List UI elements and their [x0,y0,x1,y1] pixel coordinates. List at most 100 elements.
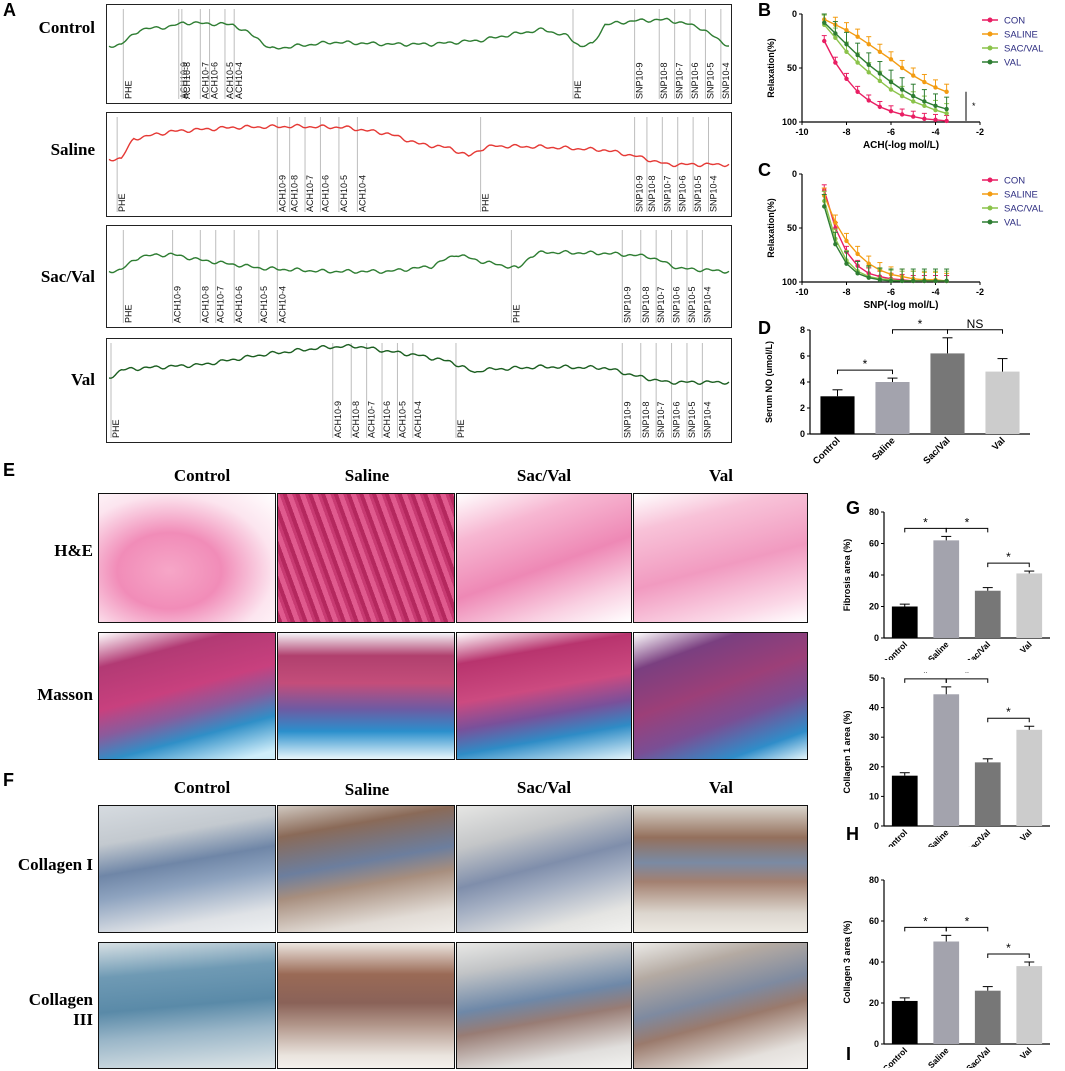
trace-line [108,17,730,50]
marker-label: SNP10-4 [709,175,719,212]
bar-val [1016,966,1043,1044]
legend-label: VAL [1004,58,1021,69]
chart-h: 0 10 20 30 40 50 Collagen 1 area (%) Control Sal… [842,672,1050,847]
legend-label: CON [1004,16,1025,27]
panel-letter-a: A [3,0,16,20]
significance-bracket [945,678,989,683]
bar-sacval [974,590,1001,638]
chart-c: 0 50 100-10 -8 -6 -4 -2 SNP(-log mol/L) Relaxati… [766,169,1043,310]
significance-mark: * [1006,941,1011,955]
significance-bracket [945,527,989,533]
significance-mark: * [923,515,928,529]
marker-label: ACH10-7 [200,62,210,99]
bar-saline [933,540,960,638]
bar-saline [875,382,910,434]
f-row-collagen-iii: Collagen III [28,990,93,1029]
marker-label: SNP10-6 [690,62,700,99]
col1-sacval-image [456,805,632,933]
legend-marker [987,59,993,65]
y-tick-label: 60 [869,539,879,549]
marker-label: PHE [573,80,583,99]
x-tick-label: Sac/Val [964,639,992,660]
x-tick-label: -6 [887,287,895,297]
marker-label: SNP10-9 [622,401,632,438]
marker-label: SNP10-5 [705,62,715,99]
significance-mark: * [863,357,868,371]
x-tick-label: Control [881,639,909,660]
marker-label: ACH10-4 [234,62,244,99]
y-tick-label: 6 [800,351,805,361]
y-tick-label: 20 [869,602,879,612]
significance-mark: * [965,672,970,680]
marker-label: ACH10-9 [333,401,343,438]
marker-label: ACH10-5 [225,62,235,99]
bar-sacval [930,353,965,434]
marker-label: PHE [123,304,133,323]
data-point [944,106,949,112]
trace-saline: PHE ACH10-9 ACH10-8 ACH10-7 ACH10-6 ACH10-5 AC… [106,112,732,217]
x-tick-label: -2 [976,287,984,297]
y-tick-label: 50 [787,63,797,73]
marker-label: SNP10-6 [672,401,682,438]
y-tick-label: 60 [869,916,879,926]
y-tick-label: 0 [792,9,797,19]
legend-label: SALINE [1004,30,1038,41]
legend-label: VAL [1004,218,1021,229]
he-sacval-image [456,493,632,623]
x-tick-label: Saline [926,639,951,660]
significance-bracket [987,562,1030,568]
y-axis-label: Fibrosis area (%) [842,539,852,612]
y-tick-label: 10 [869,791,879,801]
y-tick-label: 50 [869,673,879,683]
marker-label: SNP10-4 [702,286,712,323]
marker-label: SNP10-5 [687,286,697,323]
trace-sacval: PHE ACH10-9 ACH10-8 ACH10-7 ACH10-6 ACH10-5 AC… [106,225,732,328]
x-tick-label: -10 [795,287,808,297]
panel-letter-b: B [758,0,771,20]
panel-letter-f: F [3,770,14,790]
y-tick-label: 40 [869,570,879,580]
significance-mark: * [918,318,923,331]
x-tick-label: Saline [870,435,898,463]
panel-letter-h: H [846,824,859,844]
masson-val-image [633,632,808,760]
col3-control-image [98,942,276,1069]
marker-label: ACH10-7 [367,401,377,438]
marker-label: SNP10-9 [622,286,632,323]
bar-saline [933,694,960,826]
e-col-saline: Saline [344,466,390,485]
marker-label: SNP10-7 [656,286,666,323]
trace-label-val: Val [71,370,95,389]
marker-label: SNP10-8 [659,62,669,99]
f-col-control: Control [173,778,231,797]
significance-bracket [987,717,1030,723]
y-axis-label: Relaxation(%) [766,198,776,258]
legend-label: SALINE [1004,190,1038,201]
marker-label: ACH10-6 [210,62,220,99]
masson-sacval-image [456,632,632,760]
panel-letter-c: C [758,160,771,180]
x-tick-label: Saline [926,827,951,847]
marker-label: SNP10-9 [635,62,645,99]
f-col-saline: Saline [344,780,390,799]
significance-bracket [947,329,1003,334]
series-line-saline [823,18,947,93]
y-tick-label: 20 [869,762,879,772]
marker-label: SNP10-5 [687,401,697,438]
significance-mark: * [965,515,970,529]
y-tick-label: 0 [800,429,805,439]
x-tick-label: Sac/Val [921,435,952,466]
legend-marker [987,45,993,51]
series-line-con [823,40,947,122]
y-tick-label: 30 [869,732,879,742]
marker-label: PHE [481,193,491,212]
y-tick-label: 40 [869,703,879,713]
marker-label: ACH10-6 [320,175,330,212]
marker-label: ACH10-5 [397,401,407,438]
masson-saline-image [277,632,455,760]
marker-label: SNP10-5 [693,175,703,212]
data-point [944,111,949,116]
marker-label: SNP10-7 [656,401,666,438]
series-line-sac/val [823,200,947,282]
marker-label: ACH10-6 [382,401,392,438]
